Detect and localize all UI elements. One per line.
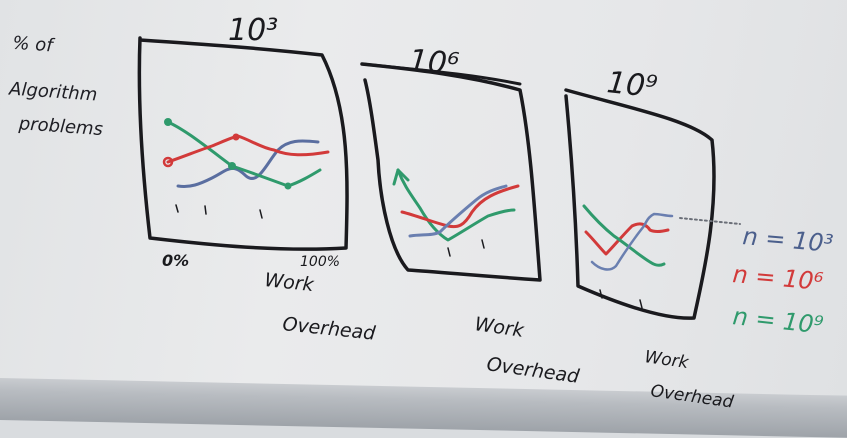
panel-2-x-label-1: Work — [473, 313, 526, 342]
panel-3-series-green — [582, 204, 666, 267]
y-label-line-3: problems — [17, 113, 104, 140]
panel-2-x-label-2: Overhead — [485, 353, 581, 388]
panel-3-x-label-2: Overhead — [649, 381, 735, 412]
panel-3-series-blue — [590, 212, 674, 271]
panel-3-series-red — [584, 222, 670, 256]
panel-1-ticks — [175, 204, 263, 219]
y-label-line-1: % of — [12, 33, 56, 57]
panel-1-x-start: 0% — [162, 251, 189, 270]
panel-2-title: 10⁶ — [407, 43, 460, 82]
legend-item-1: n = 10³ — [741, 222, 834, 258]
panel-2-series-red — [400, 184, 520, 229]
panel-1: 10³ 0% 100% Work Overhead — [137, 13, 377, 345]
panel-2-series-blue — [408, 184, 508, 238]
legend-leader-line — [679, 217, 741, 225]
y-axis-label: % of Algorithm problems — [8, 33, 104, 140]
panel-3-title: 10⁹ — [605, 65, 659, 105]
panel-1-title: 10³ — [228, 13, 278, 48]
panel-1-frame — [137, 36, 349, 251]
legend: n = 10³ n = 10⁶ n = 10⁹ — [731, 222, 834, 339]
panel-1-x-end: 100% — [300, 254, 340, 270]
legend-item-2: n = 10⁶ — [731, 260, 824, 296]
panel-3-x-label-1: Work — [643, 347, 691, 373]
panel-2-green-arrow — [392, 168, 410, 186]
panel-2: 10⁶ Work Overhead — [360, 43, 582, 388]
panel-2-frame — [360, 62, 542, 282]
panel-1-marker-green-2 — [228, 162, 236, 170]
panel-1-marker-red-2 — [232, 133, 240, 141]
legend-item-3: n = 10⁹ — [731, 302, 825, 339]
panel-3-frame — [564, 88, 716, 320]
whiteboard — [0, 0, 847, 395]
panel-3: 10⁹ Work Overhead — [564, 65, 741, 413]
panel-1-x-label-2: Overhead — [281, 313, 377, 345]
panel-1-series-green — [166, 120, 322, 188]
panel-1-series-blue — [176, 139, 320, 188]
panel-1-marker-green-3 — [284, 182, 292, 190]
panel-1-marker-green-1 — [164, 118, 172, 126]
whiteboard-drawing: % of Algorithm problems 10³ 0% 100% Work… — [8, 13, 835, 413]
panel-1-x-label-1: Work — [263, 269, 315, 296]
panel-2-series-green — [396, 168, 516, 242]
panel-3-ticks — [599, 289, 643, 309]
panel-1-marker-red-1 — [162, 156, 174, 168]
panel-2-ticks — [447, 239, 485, 257]
panel-2-top-line — [360, 62, 522, 86]
y-label-line-2: Algorithm — [8, 78, 98, 105]
